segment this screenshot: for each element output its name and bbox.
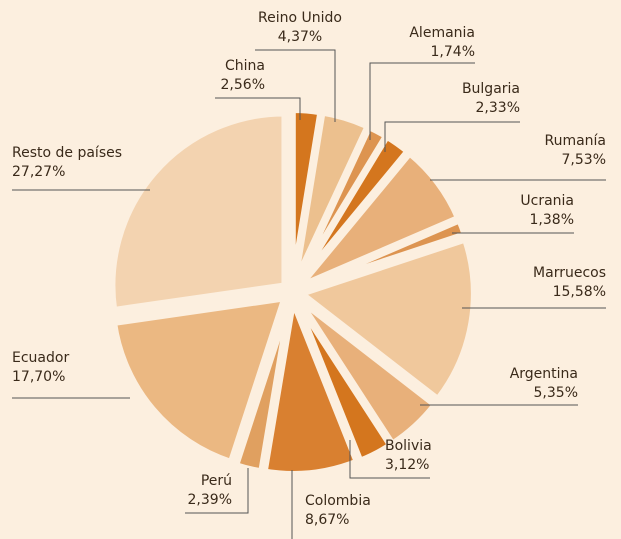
slice-value-label: 5,35% xyxy=(534,385,578,401)
slice-value-label: 1,74% xyxy=(431,44,475,60)
leader-line xyxy=(215,97,301,120)
slice-label: Ecuador xyxy=(12,350,69,366)
slice-label: Bolivia xyxy=(385,438,432,454)
slice-label: Alemania xyxy=(409,25,475,41)
slice-label: Rumanía xyxy=(544,133,606,149)
pie-slice xyxy=(295,132,412,286)
leader-line xyxy=(384,121,520,152)
pie-slice xyxy=(232,300,293,475)
pie-slice xyxy=(300,216,469,292)
slice-value-label: 2,39% xyxy=(188,492,232,508)
leader-line xyxy=(369,62,475,140)
slice-label: Bulgaria xyxy=(462,81,520,97)
slice-value-label: 17,70% xyxy=(12,369,65,385)
slice-value-label: 3,12% xyxy=(385,457,429,473)
slice-label: Resto de países xyxy=(12,145,122,161)
slice-value-label: 4,37% xyxy=(278,29,322,45)
slice-label: Reino Unido xyxy=(258,10,342,26)
pie-slice xyxy=(109,110,288,314)
pie-slice xyxy=(110,294,289,466)
slice-label: Colombia xyxy=(305,493,371,509)
pie-slice xyxy=(293,299,395,465)
slice-value-label: 15,58% xyxy=(553,284,606,300)
slice-label: Marruecos xyxy=(533,265,606,281)
slice-value-label: 2,56% xyxy=(221,77,265,93)
slice-value-label: 27,27% xyxy=(12,164,65,180)
slice-value-label: 7,53% xyxy=(562,152,606,168)
slice-value-label: 1,38% xyxy=(530,212,574,228)
pie-slice xyxy=(261,290,361,477)
leader-line xyxy=(255,49,336,122)
leader-line xyxy=(185,468,249,514)
leader-line xyxy=(349,440,430,479)
slice-label: Perú xyxy=(201,473,232,489)
slice-label: Ucrania xyxy=(520,193,574,209)
slice-value-label: 8,67% xyxy=(305,512,349,528)
slice-value-label: 2,33% xyxy=(476,100,520,116)
slice-label: China xyxy=(225,58,265,74)
pie-slice xyxy=(295,235,477,404)
slice-label: Argentina xyxy=(510,366,578,382)
